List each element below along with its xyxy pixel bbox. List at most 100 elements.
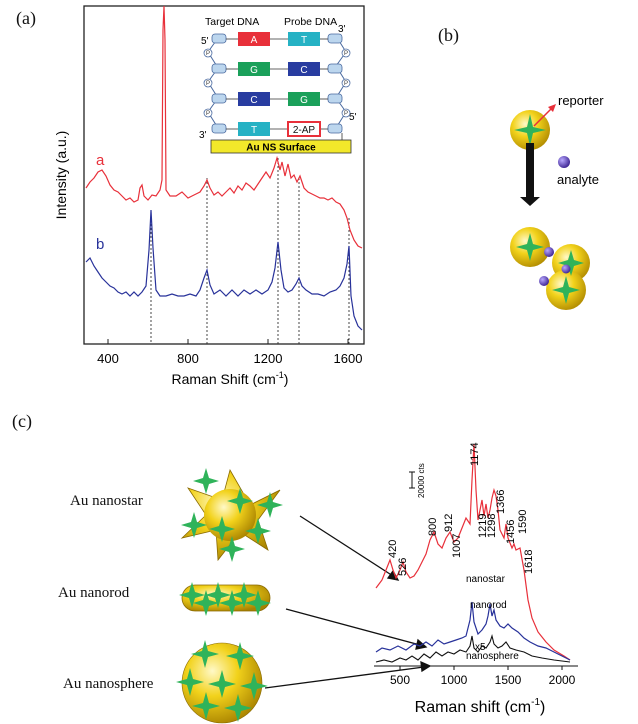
svg-text:P: P (206, 51, 210, 57)
svg-text:1618: 1618 (523, 550, 535, 574)
base-g (288, 92, 320, 106)
star-reporter-icon (192, 692, 220, 720)
panel-a-xtick: 400 (97, 351, 119, 366)
phosphate-icon (341, 48, 351, 58)
base-a (238, 32, 270, 46)
base-c (288, 62, 320, 76)
sugar-icon (327, 33, 343, 44)
svg-text:500: 500 (390, 673, 410, 687)
star-reporter-icon (245, 590, 271, 616)
phosphate-icon (341, 78, 351, 88)
star-reporter-icon (226, 642, 254, 670)
svg-text:1500: 1500 (495, 673, 522, 687)
star-reporter-icon (257, 492, 283, 518)
star-reporter-icon (193, 468, 219, 494)
panel-c-peak-labels: 420 526 800 912 1007 1174 1219 1298 1366… (387, 442, 535, 576)
phosphate-icon (203, 78, 213, 88)
svg-text:P: P (344, 111, 348, 117)
star-reporter-icon (245, 518, 271, 544)
panel-a-ylabel: Intensity (a.u.) (53, 131, 69, 220)
sugar-icon (211, 63, 227, 74)
panel-b-label: (b) (438, 25, 459, 45)
label-au-nanostar: Au nanostar (70, 493, 143, 509)
svg-text:1219: 1219 (477, 514, 489, 538)
star-reporter-icon (516, 233, 544, 261)
inset-probe-title: Probe DNA (284, 16, 337, 28)
sugar-icon (211, 123, 227, 134)
inset-end-label: 3' (199, 130, 207, 141)
au-nanorod-particle (179, 582, 271, 616)
svg-text:420: 420 (387, 540, 399, 558)
star-reporter-icon (227, 488, 253, 514)
label-au-nanosphere: Au nanosphere (63, 676, 154, 692)
base-t (288, 32, 320, 46)
inset-end-label: 3' (338, 24, 346, 35)
reporter-label: reporter (558, 93, 604, 108)
svg-text:P: P (206, 111, 210, 117)
svg-text:1590: 1590 (517, 510, 529, 534)
svg-text:G: G (250, 65, 258, 76)
star-reporter-icon (240, 672, 268, 700)
star-reporter-icon (193, 590, 219, 616)
au-ns-surface-label: Au NS Surface (246, 143, 316, 154)
sugar-icon (327, 93, 343, 104)
base-2ap (287, 121, 321, 137)
curve-nanosphere (375, 634, 571, 663)
svg-text:2-AP: 2-AP (293, 125, 316, 136)
panel-a-xlabel: Raman Shift (cm-1) (172, 370, 289, 387)
sugar-icon (211, 93, 227, 104)
arrow-nanorod (285, 608, 421, 646)
analyte-label: analyte (557, 172, 599, 187)
panel-c-label: (c) (12, 411, 32, 431)
star-reporter-icon (209, 516, 235, 542)
svg-text:G: G (300, 95, 308, 106)
sugar-icon (327, 63, 343, 74)
star-reporter-icon (191, 640, 219, 668)
svg-text:2000: 2000 (549, 673, 576, 687)
au-ns-surface (210, 139, 352, 154)
down-arrow-shaft (526, 143, 534, 199)
base-t (238, 122, 270, 136)
sugar-icon (327, 123, 343, 134)
base-c (238, 92, 270, 106)
svg-text:P: P (206, 81, 210, 87)
svg-text:T: T (251, 125, 257, 136)
svg-text:1298: 1298 (486, 514, 498, 538)
panel-b-scheme: reporter analyte (510, 93, 604, 310)
star-reporter-icon (205, 582, 231, 608)
series-label-x5: x5 (475, 642, 486, 653)
star-reporter-icon (224, 694, 252, 722)
svg-text:C: C (250, 95, 257, 106)
panel-a-label: (a) (16, 8, 36, 28)
star-reporter-icon (231, 582, 257, 608)
panel-a-xticks: 400 800 1200 1600 (97, 339, 362, 366)
label-au-nanorod: Au nanorod (58, 585, 130, 601)
star-reporter-icon (176, 668, 204, 696)
analyte-icon (544, 247, 554, 257)
svg-text:T: T (301, 35, 307, 46)
star-reporter-icon (208, 670, 236, 698)
panel-a-frame (83, 5, 365, 345)
panel-a-peak-guides (150, 158, 350, 344)
series-label-nanosphere: nanosphere (466, 651, 519, 662)
panel-a-dna-inset: Target DNA Probe DNA 5' 3' 3' 5' P (199, 16, 357, 154)
analyte-icon (561, 264, 571, 274)
svg-text:1456: 1456 (505, 520, 517, 544)
arrowhead-icon (548, 104, 556, 112)
au-nanostar-particle (180, 468, 283, 562)
svg-text:1174: 1174 (469, 442, 481, 466)
star-reporter-icon (514, 114, 546, 146)
panel-c-spectra: 500 1000 1500 2000 Raman shift (cm-1) 20… (374, 442, 578, 716)
base-g (238, 62, 270, 76)
panel-a-curve-label-a: a (96, 152, 105, 169)
down-arrow-icon (520, 197, 540, 206)
curve-nanorod (375, 601, 571, 661)
panel-a-curve-label-b: b (96, 236, 104, 253)
star-reporter-icon (219, 590, 245, 616)
analyte-icon (558, 156, 570, 168)
au-nanosphere-particle (176, 640, 268, 724)
inset-target-title: Target DNA (205, 16, 259, 28)
inset-end-label: 5' (201, 36, 209, 47)
panel-a-curve-b (85, 209, 363, 331)
arrow-nanosphere (264, 666, 425, 689)
